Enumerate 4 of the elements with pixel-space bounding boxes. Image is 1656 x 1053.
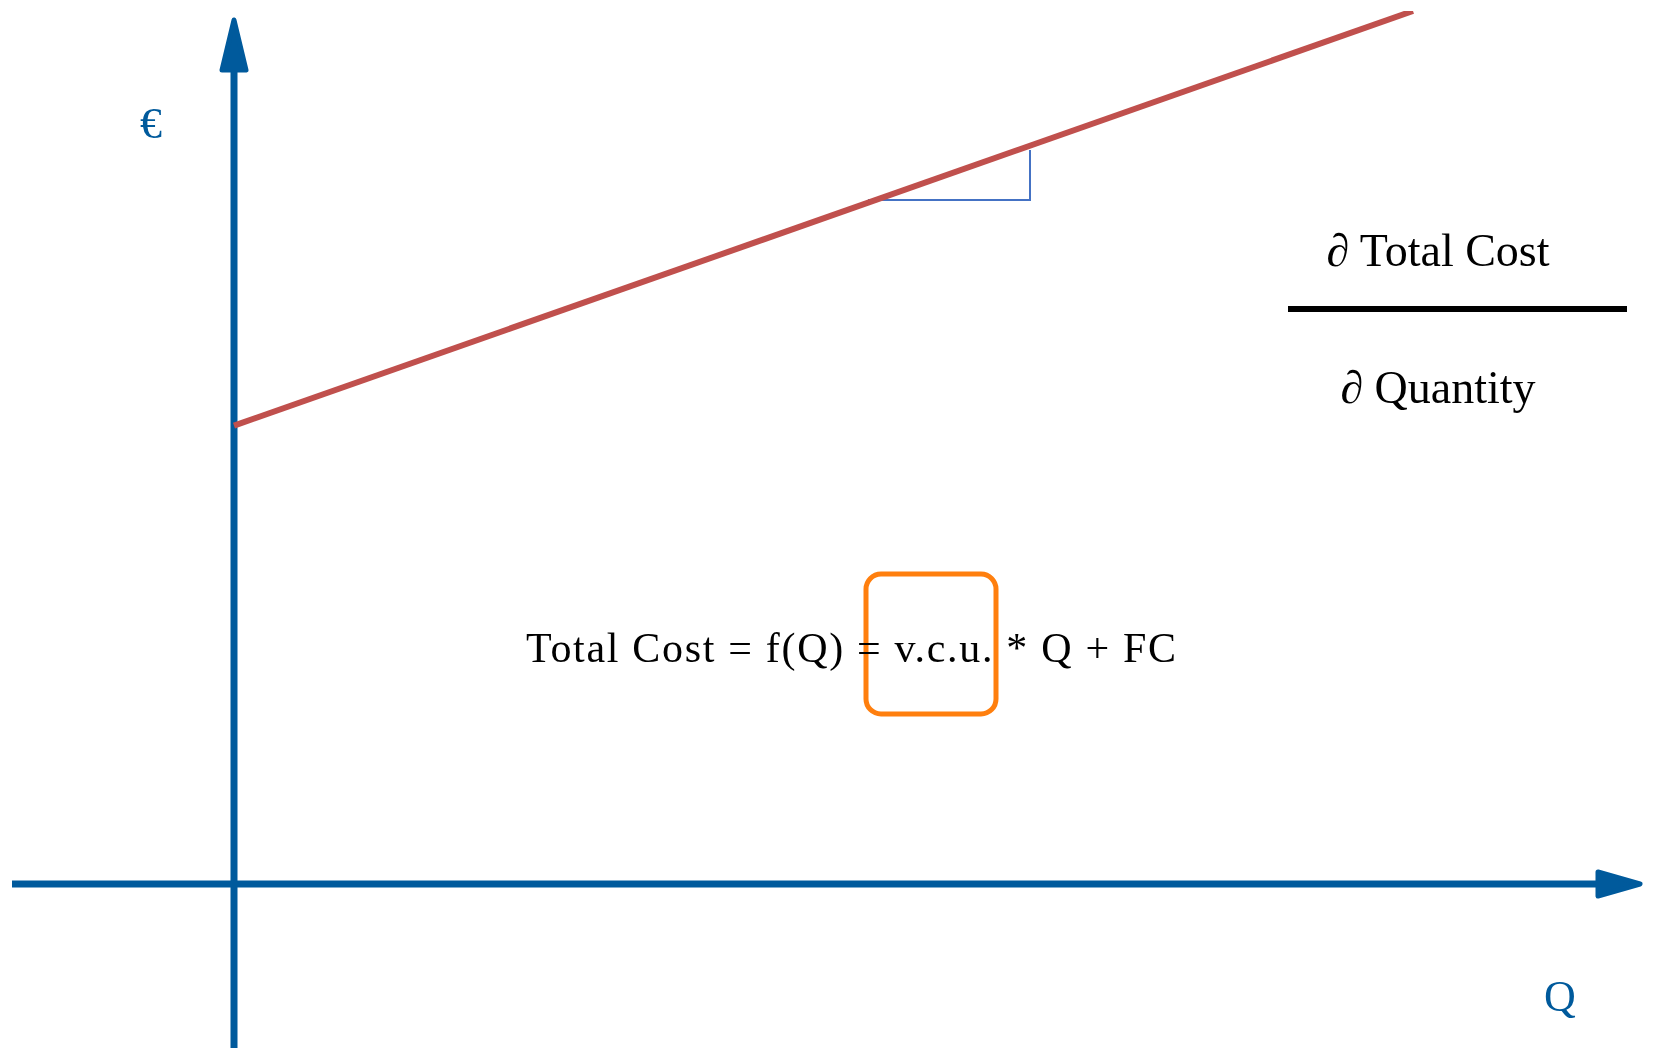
annotation: ∂ Quantity [1340,362,1536,413]
x-axis-title: Q [1544,972,1577,1021]
annotation: ∂ Total Cost [1326,225,1550,276]
y-axis-title: € [140,99,162,148]
